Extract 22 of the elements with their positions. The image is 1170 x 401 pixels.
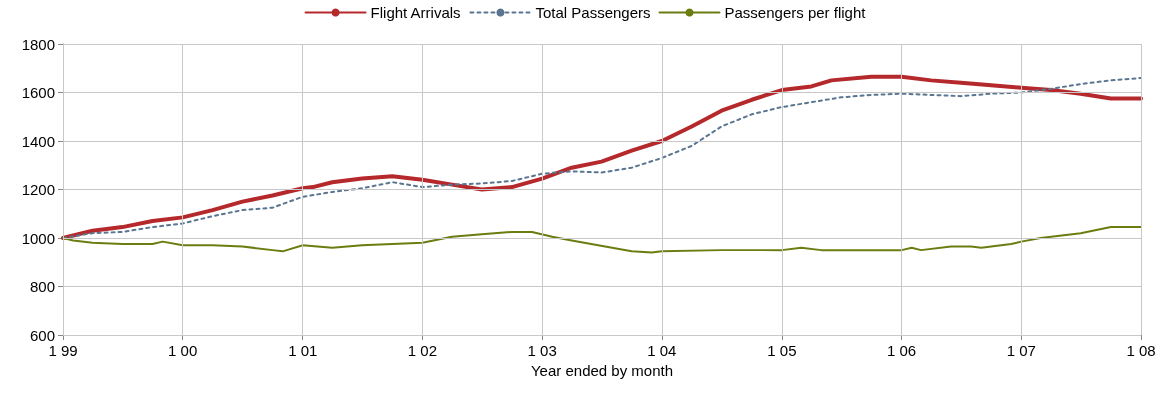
legend-label: Passengers per flight xyxy=(724,4,867,21)
x-tick-label: 1 00 xyxy=(168,342,198,359)
y-tick-label: 1200 xyxy=(21,181,55,198)
x-tick-label: 1 08 xyxy=(1126,342,1156,359)
y-tick-label: 800 xyxy=(29,278,55,295)
y-tick-label: 1800 xyxy=(21,35,55,53)
x-tick-label: 1 07 xyxy=(1006,342,1036,359)
x-tick-label: 1 06 xyxy=(886,342,917,359)
y-tick-label: 1600 xyxy=(21,84,55,101)
y-tick-label: 600 xyxy=(29,326,55,344)
x-tick-label: 1 99 xyxy=(48,342,78,359)
legend-label: Total Passengers xyxy=(535,4,651,21)
y-tick-label: 1000 xyxy=(21,229,55,247)
x-tick-label: 1 03 xyxy=(527,342,557,359)
x-axis-title: Year ended by month xyxy=(530,361,674,379)
line-series xyxy=(62,226,1142,254)
y-tick-label: 1400 xyxy=(21,132,55,150)
x-tick-label: 1 01 xyxy=(288,342,318,359)
x-tick-label: 1 04 xyxy=(647,342,677,359)
legend-label: Flight Arrivals xyxy=(370,4,461,21)
x-tick-label: 1 02 xyxy=(407,342,438,359)
x-tick-label: 1 05 xyxy=(767,342,797,359)
